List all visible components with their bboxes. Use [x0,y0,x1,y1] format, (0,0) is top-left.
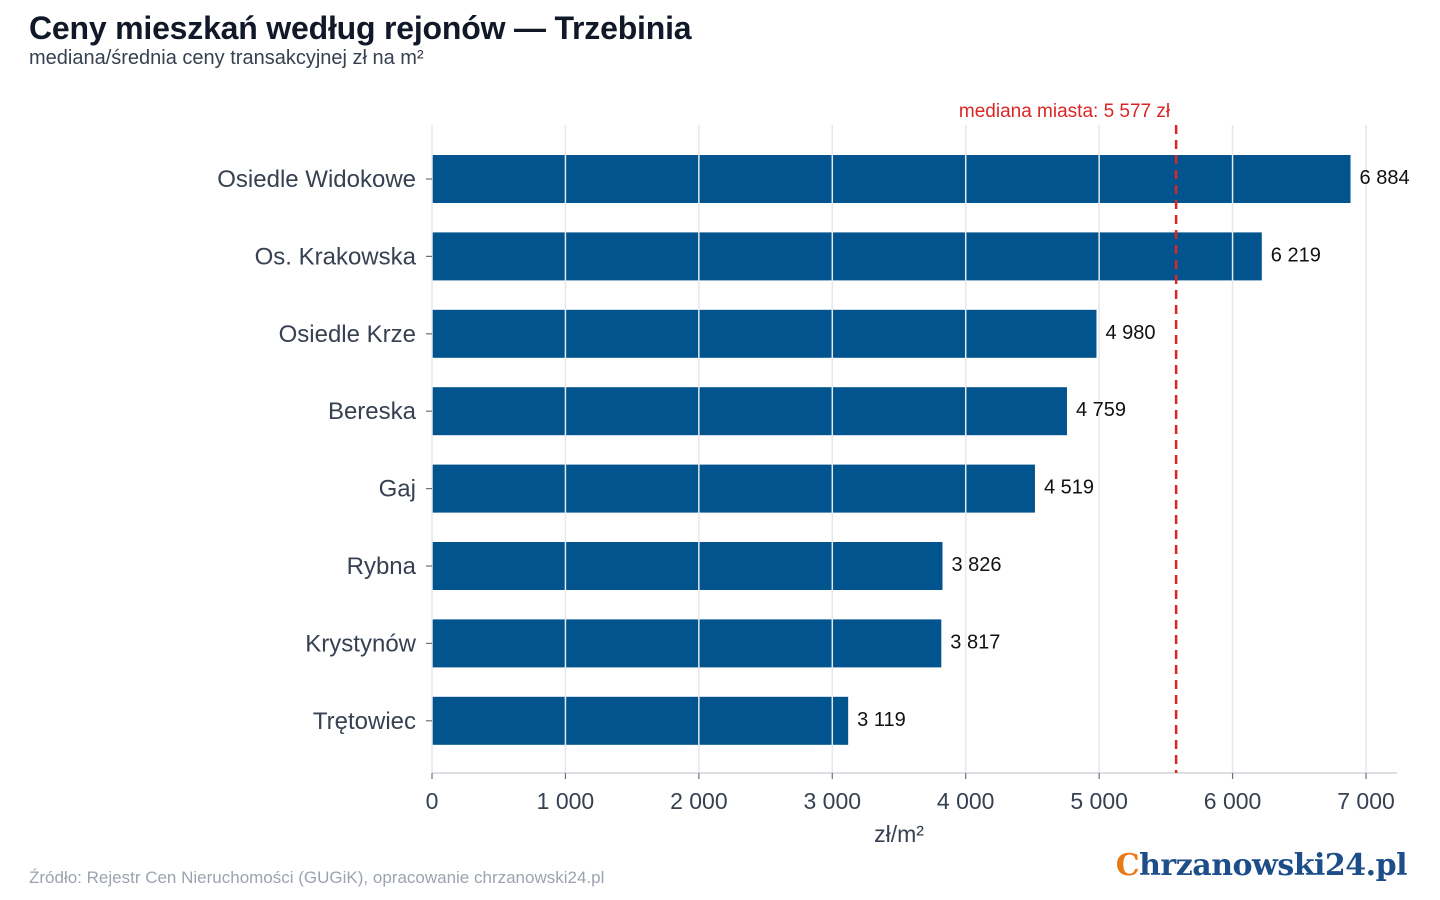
value-label: 6 219 [1271,244,1321,266]
logo-initial: C [1115,848,1140,883]
value-label: 4 759 [1076,399,1126,421]
bar [432,464,1035,513]
bar [432,309,1097,358]
category-label: Trętowiec [313,708,416,735]
bar [432,155,1351,203]
value-label: 6 884 [1360,167,1410,189]
x-tick-label: 5 000 [1070,788,1128,814]
category-label: Krystynów [305,630,416,657]
category-label: Gaj [379,476,416,503]
value-label: 4 519 [1044,477,1094,499]
brand-logo: Chrzanowski24.pl [1115,848,1408,883]
category-label: Rybna [347,553,417,580]
x-tick-label: 7 000 [1337,788,1395,814]
category-label: Bereska [328,398,417,425]
median-label: mediana miasta: 5 577 zł [959,101,1171,122]
x-tick-label: 3 000 [804,788,862,814]
bar [432,232,1262,281]
x-tick-label: 1 000 [537,788,595,814]
value-label: 4 980 [1105,322,1155,344]
bar [432,542,943,590]
category-label: Osiedle Widokowe [217,166,416,193]
x-tick-label: 6 000 [1204,788,1262,814]
bar [432,387,1067,436]
bar [432,696,849,745]
category-label: Osiedle Krze [279,321,416,348]
x-tick-label: 2 000 [670,788,728,814]
logo-text: hrzanowski24.pl [1139,848,1407,883]
bar [432,619,942,668]
chart-subtitle: mediana/średnia ceny transakcyjnej zł na… [29,47,424,69]
value-label: 3 817 [950,631,1000,653]
category-label: Os. Krakowska [255,243,417,270]
x-tick-label: 0 [426,788,439,814]
source-note: Źródło: Rejestr Cen Nieruchomości (GUGiK… [29,868,605,887]
x-tick-label: 4 000 [937,788,995,814]
value-label: 3 119 [857,709,906,731]
x-axis-label: zł/m² [874,821,924,847]
bar-chart: 0 1 000 2 000 3 000 4 000 5 000 6 000 7 000 zł/m… [217,101,1410,847]
value-label: 3 826 [951,554,1001,576]
chart-title: Ceny mieszkań według rejonów — Trzebinia [29,10,692,46]
